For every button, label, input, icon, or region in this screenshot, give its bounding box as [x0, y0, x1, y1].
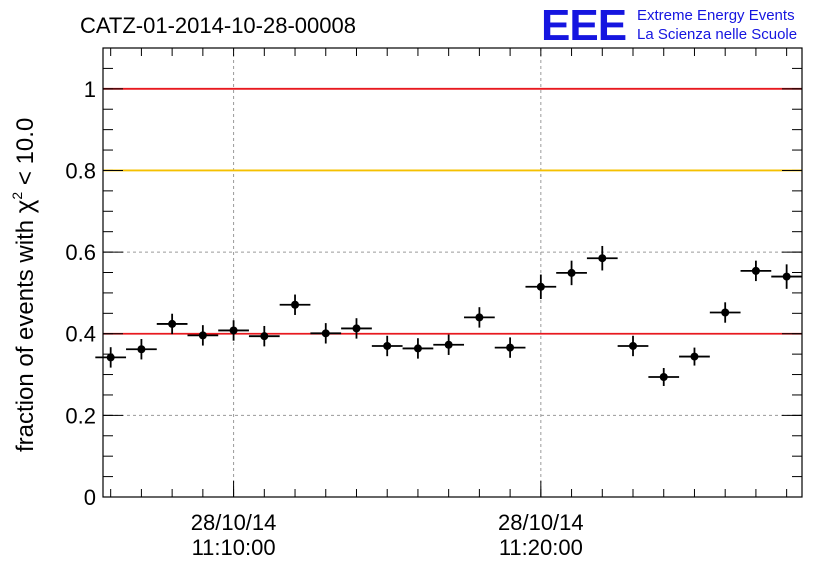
- y-axis-label: fraction of events with χ2 < 10.0: [9, 118, 39, 452]
- data-point: [598, 254, 606, 262]
- y-tick-label: 1: [84, 77, 96, 102]
- axes: 00.20.40.60.8128/10/1411:10:0028/10/1411…: [65, 48, 802, 560]
- data-point: [107, 353, 115, 361]
- data-point: [383, 342, 391, 350]
- data-point: [568, 269, 576, 277]
- x-tick-label-time: 11:20:00: [499, 535, 583, 560]
- logo-mark: EEE: [541, 1, 626, 50]
- data-point: [230, 326, 238, 334]
- reference-lines: [103, 89, 802, 334]
- data-point: [168, 320, 176, 328]
- data-point: [137, 345, 145, 353]
- y-tick-label: 0.6: [65, 240, 96, 265]
- x-tick-label-date: 28/10/14: [191, 510, 277, 535]
- data-point: [629, 342, 637, 350]
- x-tick-label-date: 28/10/14: [498, 510, 584, 535]
- data-point: [690, 353, 698, 361]
- x-tick-label-time: 11:10:00: [192, 535, 276, 560]
- y-axis-label-suffix: < 10.0: [12, 118, 39, 192]
- y-axis-label-prefix: fraction of events with: [12, 213, 39, 452]
- y-tick-label: 0.4: [65, 322, 96, 347]
- logo-line2: La Scienza nelle Scuole: [637, 26, 797, 43]
- data-point: [660, 373, 668, 381]
- y-axis-label-symbol: χ: [9, 199, 39, 213]
- data-point: [537, 283, 545, 291]
- data-point: [721, 309, 729, 317]
- data-point: [260, 332, 268, 340]
- logo-line1: Extreme Energy Events: [637, 7, 795, 24]
- y-tick-label: 0.2: [65, 403, 96, 428]
- chart-title: CATZ-01-2014-10-28-00008: [80, 13, 356, 38]
- y-tick-label: 0: [84, 485, 96, 510]
- data-point: [322, 329, 330, 337]
- data-point: [475, 313, 483, 321]
- y-axis-label-sup: 2: [9, 192, 25, 200]
- y-tick-label: 0.8: [65, 158, 96, 183]
- data-point: [199, 331, 207, 339]
- eee-logo: EEE Extreme Energy Events La Scienza nel…: [541, 1, 797, 50]
- data-point: [506, 344, 514, 352]
- data-point: [445, 341, 453, 349]
- plot-frame: [103, 48, 802, 497]
- grid: [103, 48, 802, 497]
- data-point: [291, 301, 299, 309]
- data-point: [414, 344, 422, 352]
- data-point: [783, 273, 791, 281]
- data-points: [95, 246, 802, 386]
- data-point: [352, 324, 360, 332]
- data-point: [752, 267, 760, 275]
